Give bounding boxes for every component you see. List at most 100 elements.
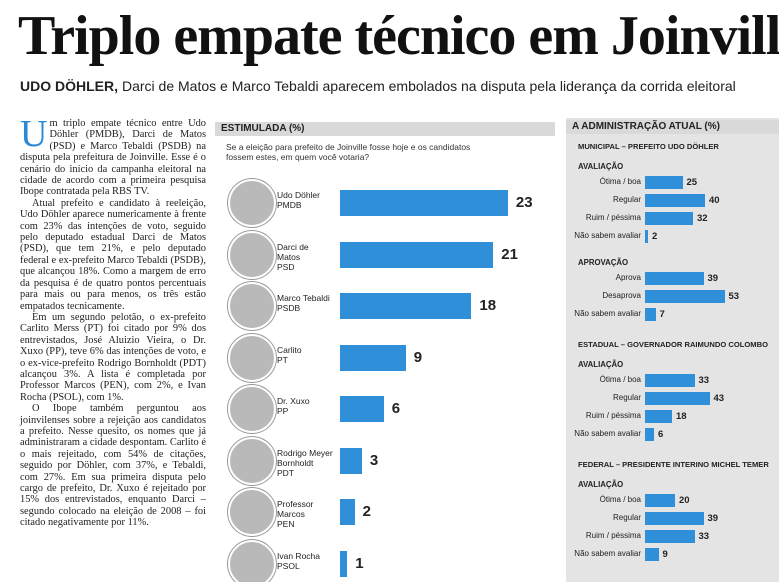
bar bbox=[645, 176, 683, 189]
candidate-name: Rodrigo Meyer Bornholdt bbox=[277, 447, 333, 468]
item-label: Ótima / boa bbox=[599, 375, 641, 384]
candidate-party: PEN bbox=[277, 519, 295, 529]
item-label: Ruim / péssima bbox=[585, 411, 641, 420]
candidate-party: PT bbox=[277, 354, 288, 365]
candidate-label: Carlito PT bbox=[277, 345, 333, 365]
candidate-photo bbox=[228, 333, 276, 382]
value-label: 18 bbox=[676, 411, 687, 422]
paragraph: Atual prefeito e candidato à reeleição, … bbox=[20, 198, 206, 312]
candidate-photo bbox=[228, 179, 276, 227]
value-label: 40 bbox=[709, 195, 720, 206]
bar bbox=[645, 530, 695, 543]
value-label: 20 bbox=[679, 495, 690, 506]
item-label: Aprova bbox=[615, 273, 641, 282]
item-label: Regular bbox=[612, 195, 641, 204]
value-label: 43 bbox=[713, 393, 725, 404]
candidate-label: Professor Marcos PEN bbox=[277, 499, 333, 529]
value-label: 2 bbox=[362, 503, 371, 520]
value-label: 7 bbox=[659, 309, 665, 320]
item-label: Ótima / boa bbox=[599, 495, 641, 504]
bar bbox=[340, 550, 348, 577]
bar bbox=[340, 447, 362, 474]
candidate-photo bbox=[228, 436, 276, 485]
headline: Triplo empate técnico em Joinville bbox=[18, 5, 779, 67]
value-label: 3 bbox=[369, 451, 379, 469]
item-label: Ótima / boa bbox=[599, 177, 641, 186]
candidate-party: PMDB bbox=[277, 200, 302, 210]
poll-question: Se a eleição para prefeito de Joinville … bbox=[226, 142, 471, 162]
candidate-party: PP bbox=[277, 406, 289, 416]
group-title: AVALIAÇÃO bbox=[578, 480, 624, 489]
subhead-text: Darci de Matos e Marco Tebaldi aparecem … bbox=[122, 78, 736, 94]
panel-header: A ADMINISTRAÇÃO ATUAL (%) bbox=[566, 120, 779, 134]
bar bbox=[645, 308, 656, 321]
value-label: 18 bbox=[479, 297, 497, 314]
candidate-name: Carlito bbox=[277, 344, 302, 355]
candidate-label: Rodrigo Meyer Bornholdt PDT bbox=[277, 448, 333, 478]
paragraph-text: Atual prefeito e candidato à reeleição, … bbox=[20, 197, 206, 312]
candidate-name: Dr. Xuxo bbox=[277, 396, 310, 406]
value-label: 39 bbox=[707, 273, 719, 284]
bar bbox=[340, 396, 384, 422]
bar bbox=[645, 290, 725, 303]
subhead: UDO DÖHLER, Darci de Matos e Marco Tebald… bbox=[20, 78, 736, 94]
value-label: 23 bbox=[515, 194, 533, 211]
subhead-lead: UDO DÖHLER, bbox=[20, 78, 118, 94]
candidate-party: PSOL bbox=[277, 560, 300, 571]
item-label: Ruim / péssima bbox=[585, 213, 641, 222]
bar bbox=[340, 190, 508, 216]
paragraph: O Ibope também perguntou aos joinvilense… bbox=[20, 403, 206, 528]
paragraph: Em um segundo pelotão, o ex-prefeito Car… bbox=[20, 312, 206, 403]
bar bbox=[645, 512, 704, 525]
bar bbox=[645, 374, 695, 387]
item-label: Não sabem avaliar bbox=[574, 231, 641, 240]
item-label: Regular bbox=[612, 393, 641, 402]
candidate-name: Darci de Matos bbox=[277, 241, 309, 262]
value-label: 6 bbox=[658, 429, 664, 440]
group-title: AVALIAÇÃO bbox=[578, 162, 624, 171]
value-label: 1 bbox=[355, 554, 364, 572]
candidate-photo bbox=[228, 488, 276, 536]
candidate-party: PSDB bbox=[277, 303, 301, 313]
candidate-photo bbox=[228, 385, 276, 433]
bar bbox=[645, 212, 693, 225]
paragraph-text: Em um segundo pelotão, o ex-prefeito Car… bbox=[20, 311, 206, 403]
bar bbox=[340, 499, 355, 525]
value-label: 25 bbox=[686, 177, 698, 188]
candidate-photo bbox=[228, 282, 276, 330]
paragraph-text: m triplo empate técnico entre Udo Döhler… bbox=[20, 118, 206, 198]
item-label: Não sabem avaliar bbox=[574, 549, 641, 558]
value-label: 21 bbox=[501, 245, 518, 263]
candidate-name: Ivan Rocha bbox=[277, 550, 320, 561]
bar bbox=[645, 428, 654, 441]
item-label: Desaprova bbox=[602, 291, 641, 300]
item-label: Regular bbox=[612, 513, 641, 522]
item-label: Não sabem avaliar bbox=[574, 309, 641, 318]
drop-cap: U bbox=[20, 113, 48, 155]
value-label: 32 bbox=[697, 213, 708, 224]
bar bbox=[340, 241, 494, 268]
item-label: Ruim / péssima bbox=[585, 531, 641, 540]
value-label: 33 bbox=[698, 531, 710, 542]
candidate-party: PSD bbox=[277, 261, 295, 272]
candidate-label: Darci de Matos PSD bbox=[277, 242, 333, 272]
candidate-label: Udo Döhler PMDB bbox=[277, 190, 333, 210]
bar bbox=[340, 293, 472, 319]
bar bbox=[645, 494, 675, 507]
group-title: APROVAÇÃO bbox=[578, 258, 629, 267]
item-label: Não sabem avaliar bbox=[574, 429, 641, 438]
bar bbox=[340, 344, 406, 371]
candidate-photo bbox=[228, 230, 276, 279]
bar bbox=[645, 194, 705, 207]
candidate-label: Marco Tebaldi PSDB bbox=[277, 293, 333, 313]
paragraph-text: O Ibope também perguntou aos joinvilense… bbox=[20, 403, 206, 529]
bar bbox=[645, 410, 672, 423]
value-label: 53 bbox=[728, 291, 740, 302]
candidate-label: Dr. Xuxo PP bbox=[277, 396, 333, 416]
value-label: 6 bbox=[391, 400, 401, 417]
poll-header: ESTIMULADA (%) bbox=[215, 122, 555, 136]
candidate-party: PDT bbox=[277, 467, 294, 478]
admin-panel: A ADMINISTRAÇÃO ATUAL (%) MUNICIPAL – PRE… bbox=[566, 118, 779, 582]
